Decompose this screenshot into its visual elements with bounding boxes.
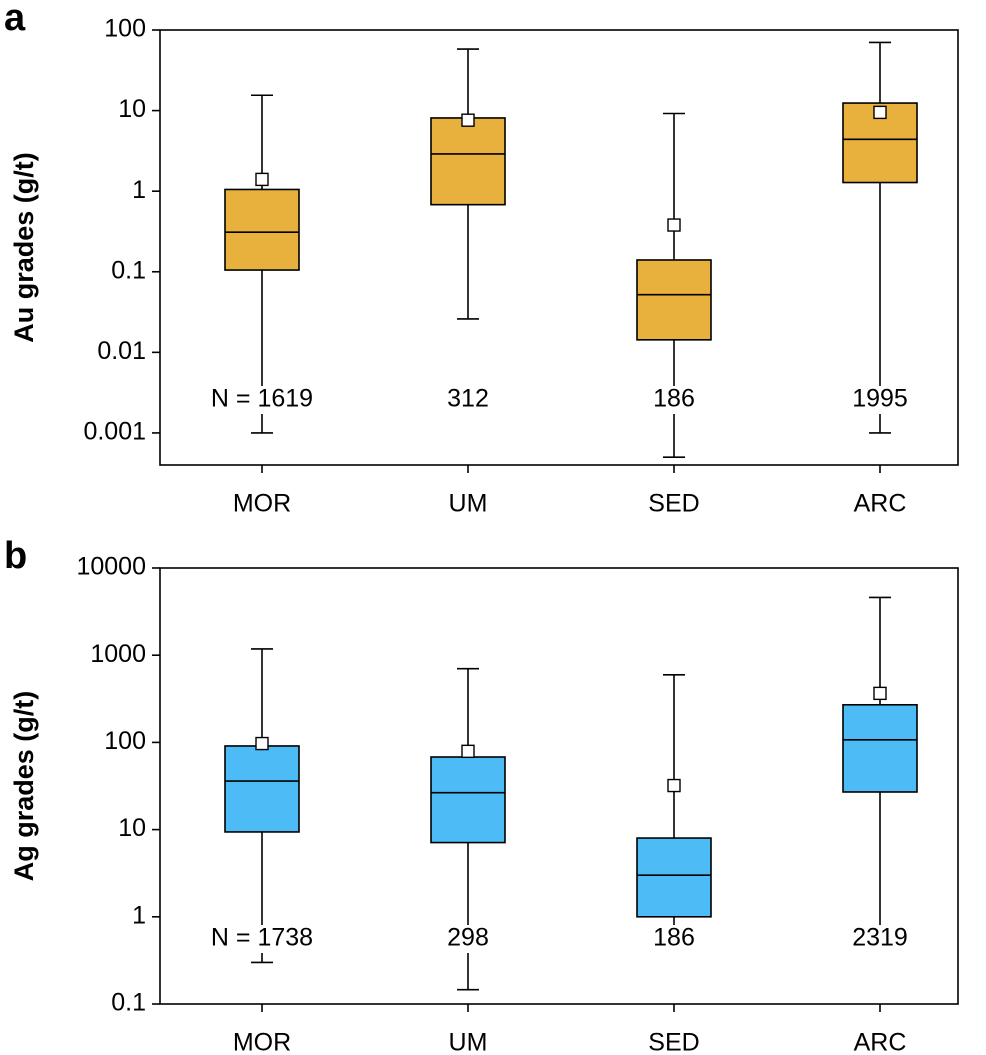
label-bg	[832, 386, 928, 414]
n-label: 186	[653, 385, 695, 413]
label-bg	[214, 386, 310, 414]
mean-marker	[873, 686, 887, 701]
label-bg	[626, 386, 722, 414]
box	[430, 117, 506, 206]
mean-marker	[461, 744, 475, 759]
label-bg	[420, 925, 516, 953]
y-tick-label: 0.01	[97, 337, 146, 365]
n-label: N = 1619	[211, 385, 313, 413]
label-bg	[626, 925, 722, 953]
mean-marker	[461, 113, 475, 127]
panel-label: a	[4, 0, 26, 39]
n-label: 298	[447, 924, 489, 952]
label-bg	[832, 925, 928, 953]
plot-frame	[159, 567, 959, 1005]
x-tick-label: SED	[648, 1029, 699, 1055]
plot-frame	[159, 29, 959, 466]
box	[224, 188, 300, 271]
y-tick-label: 10	[118, 95, 146, 123]
mean-marker	[667, 778, 681, 793]
y-axis-title: Ag grades (g/t)	[9, 691, 39, 882]
mean-marker	[255, 172, 269, 187]
x-tick-label: ARC	[854, 1029, 907, 1055]
label-bg	[214, 925, 310, 953]
n-label: 312	[447, 385, 489, 413]
mean-marker	[255, 736, 269, 751]
y-tick-label: 10	[118, 814, 146, 842]
y-tick-label: 0.1	[111, 989, 146, 1017]
y-tick-label: 10000	[76, 553, 146, 581]
n-label: 2319	[852, 924, 908, 952]
box	[636, 837, 712, 918]
y-axis-title: Au grades (g/t)	[9, 152, 39, 343]
n-label: N = 1738	[211, 924, 313, 952]
y-tick-label: 1000	[90, 640, 146, 668]
x-tick-label: MOR	[233, 490, 291, 518]
x-tick-label: ARC	[854, 490, 907, 518]
label-bg	[420, 386, 516, 414]
mean-marker	[667, 218, 681, 232]
box	[636, 259, 712, 341]
x-tick-label: UM	[449, 490, 488, 518]
panel-label: b	[4, 535, 27, 577]
x-tick-label: SED	[648, 490, 699, 518]
x-tick-label: MOR	[233, 1029, 291, 1055]
n-label: 186	[653, 924, 695, 952]
box	[224, 745, 300, 833]
y-tick-label: 0.001	[83, 418, 146, 446]
n-label: 1995	[852, 385, 908, 413]
mean-marker	[873, 105, 887, 120]
y-tick-label: 100	[104, 727, 146, 755]
y-tick-label: 1	[132, 901, 146, 929]
y-tick-label: 100	[104, 15, 146, 43]
x-tick-label: UM	[449, 1029, 488, 1055]
y-tick-label: 1	[132, 176, 146, 204]
box	[842, 703, 918, 793]
y-tick-label: 0.1	[111, 256, 146, 284]
box	[430, 756, 506, 844]
